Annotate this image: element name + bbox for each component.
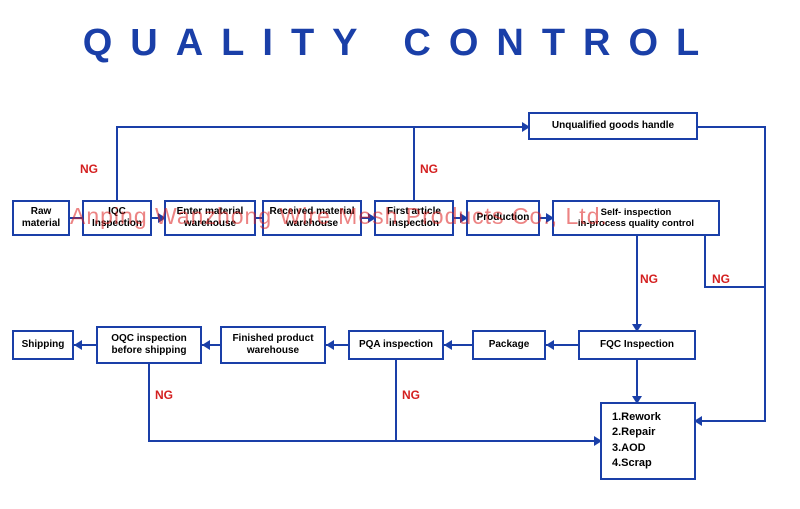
conn (148, 440, 600, 442)
ng-label: NG (712, 272, 730, 286)
conn (148, 364, 150, 440)
box-package: Package (472, 330, 546, 360)
box-shipping: Shipping (12, 330, 74, 360)
flowchart-canvas: Unqualified goods handle Raw material IQ… (0, 90, 800, 509)
conn (698, 126, 766, 128)
arrow (546, 340, 554, 350)
page-title: QUALITY CONTROL (0, 0, 800, 65)
arrow (444, 340, 452, 350)
arrow (326, 340, 334, 350)
conn (116, 126, 118, 200)
box-fqc: FQC Inspection (578, 330, 696, 360)
result-scrap: 4.Scrap (612, 456, 684, 471)
result-repair: 2.Repair (612, 425, 684, 440)
conn (704, 236, 706, 286)
conn (395, 360, 397, 440)
arrow (202, 340, 210, 350)
arrow (74, 340, 82, 350)
ng-label: NG (80, 162, 98, 176)
conn (764, 126, 766, 420)
conn (413, 126, 415, 200)
box-finished-warehouse: Finished product warehouse (220, 326, 326, 364)
watermark: Anping Wanzhong Wire Mesh Products Co., … (70, 203, 608, 230)
arrow (632, 324, 642, 332)
arrow (632, 396, 642, 404)
box-results: 1.Rework 2.Repair 3.AOD 4.Scrap (600, 402, 696, 480)
ng-label: NG (402, 388, 420, 402)
conn (116, 126, 528, 128)
ng-label: NG (640, 272, 658, 286)
conn (696, 420, 766, 422)
box-raw-material: Raw material (12, 200, 70, 236)
box-pqa: PQA inspection (348, 330, 444, 360)
ng-label: NG (155, 388, 173, 402)
box-unqualified: Unqualified goods handle (528, 112, 698, 140)
box-oqc: OQC inspection before shipping (96, 326, 202, 364)
arrow (594, 436, 602, 446)
result-rework: 1.Rework (612, 410, 684, 425)
arrow (694, 416, 702, 426)
conn (636, 236, 638, 330)
ng-label: NG (420, 162, 438, 176)
arrow (522, 122, 530, 132)
result-aod: 3.AOD (612, 441, 684, 456)
conn (704, 286, 766, 288)
